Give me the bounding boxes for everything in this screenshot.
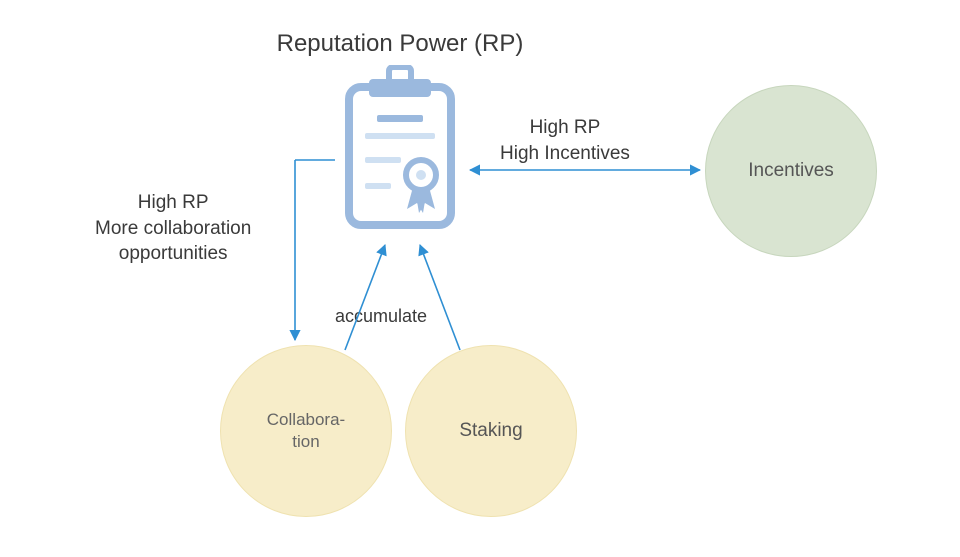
staking-node: Staking bbox=[405, 345, 577, 517]
incentives-edge-line1: High RP bbox=[500, 115, 630, 141]
collaboration-label: Collabora-tion bbox=[257, 409, 355, 453]
arrow-collab-rp bbox=[345, 245, 385, 350]
collab-edge-line3: opportunities bbox=[95, 241, 251, 267]
page-title: Reputation Power (RP) bbox=[277, 30, 524, 58]
collaboration-node: Collabora-tion bbox=[220, 345, 392, 517]
incentives-label: Incentives bbox=[738, 159, 844, 184]
staking-label: Staking bbox=[449, 419, 532, 444]
clipboard-icon bbox=[335, 65, 465, 240]
incentives-edge-line2: High Incentives bbox=[500, 141, 630, 167]
diagram-stage: Reputation Power (RP) Incentives Collabo… bbox=[0, 0, 960, 557]
clipboard-svg bbox=[335, 65, 465, 235]
collab-edge-line2: More collaboration bbox=[95, 216, 251, 242]
incentives-edge-label: High RP High Incentives bbox=[500, 115, 630, 166]
arrow-staking-rp bbox=[420, 245, 460, 350]
collab-edge-line1: High RP bbox=[95, 190, 251, 216]
incentives-node: Incentives bbox=[705, 85, 877, 257]
accumulate-label: accumulate bbox=[335, 304, 427, 328]
collab-edge-label: High RP More collaboration opportunities bbox=[95, 190, 251, 267]
